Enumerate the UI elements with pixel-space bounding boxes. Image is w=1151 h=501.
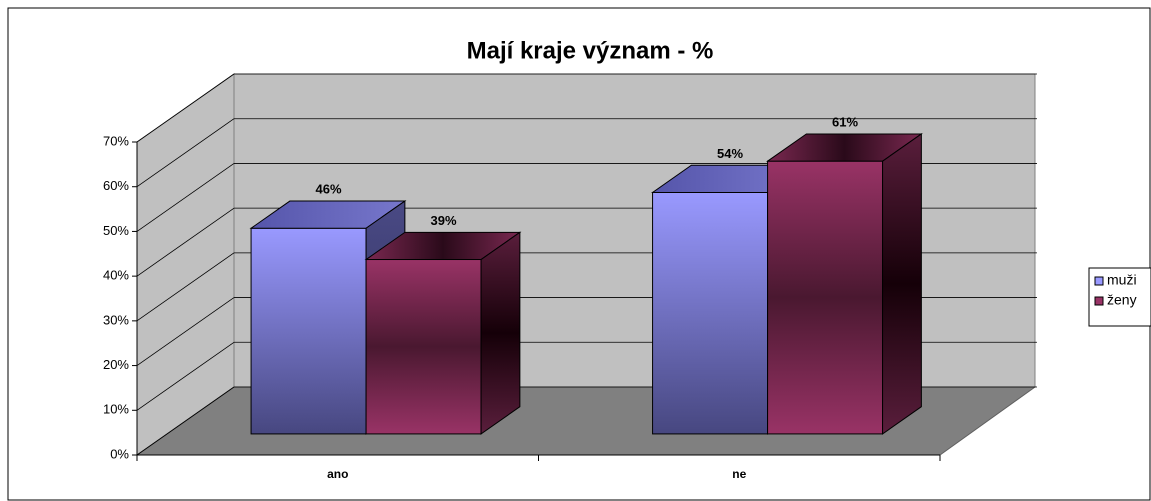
- y-tick-label: 40%: [103, 268, 129, 283]
- y-tick-label: 60%: [103, 178, 129, 193]
- y-tick-label: 0%: [110, 446, 129, 461]
- data-label: 54%: [717, 146, 743, 161]
- y-tick-label: 50%: [103, 223, 129, 238]
- grid-line: [136, 341, 235, 411]
- bar-front: [652, 191, 769, 435]
- bar-side: [480, 231, 521, 435]
- grid-line: [136, 163, 235, 232]
- legend-label: muži: [1107, 272, 1137, 288]
- chart-title: Mají kraje význam - %: [467, 37, 714, 64]
- y-tick-label: 20%: [103, 357, 129, 372]
- grid-line: [136, 386, 235, 456]
- data-label: 46%: [316, 182, 342, 197]
- bar-front: [767, 160, 884, 435]
- legend-swatch: [1094, 296, 1104, 306]
- grid-line: [136, 297, 235, 366]
- grid-line: [136, 207, 235, 277]
- bar-front: [365, 259, 482, 435]
- grid-line: [136, 252, 235, 322]
- y-tick-label: 10%: [103, 402, 129, 417]
- grid-line: [136, 118, 235, 188]
- data-label: 39%: [431, 213, 457, 228]
- bar-side: [882, 133, 922, 435]
- grid-line: [136, 73, 235, 143]
- bar-front: [250, 227, 367, 435]
- data-label: 61%: [832, 115, 858, 130]
- y-tick-label: 30%: [103, 312, 129, 327]
- x-tick-label: ano: [327, 467, 348, 481]
- legend-swatch: [1094, 276, 1104, 286]
- legend-label: ženy: [1107, 292, 1137, 308]
- x-tick-label: ne: [732, 467, 746, 481]
- y-tick-label: 70%: [103, 133, 129, 148]
